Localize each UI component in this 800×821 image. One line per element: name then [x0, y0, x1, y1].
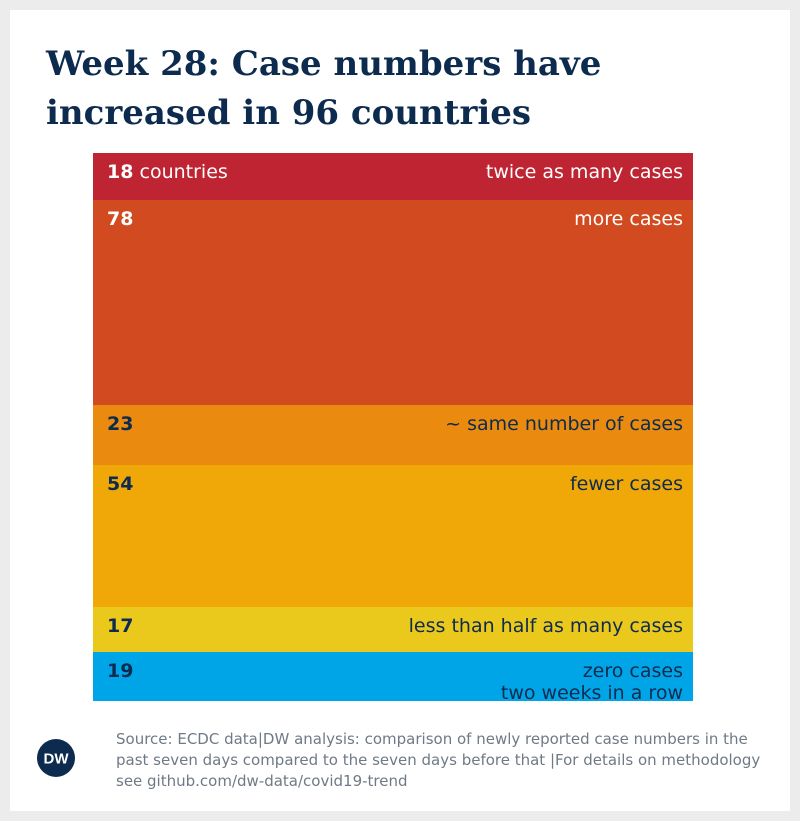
- segment-category-label: less than half as many cases: [408, 615, 683, 637]
- segment-value-label: 78: [107, 208, 134, 230]
- segment-unit-label: countries: [133, 161, 228, 183]
- bar-segment: 19 zero cases two weeks in a row: [93, 652, 693, 704]
- chart-title: Week 28: Case numbers have increased in …: [46, 44, 602, 133]
- stacked-bar-chart: 18 countries twice as many cases 78 more ca…: [93, 153, 693, 704]
- segment-category-label: fewer cases: [569, 473, 683, 495]
- logo-text: DW: [44, 751, 70, 768]
- bar-segment: 78 more cases: [93, 200, 693, 405]
- source-note: Source: ECDC data|DW analysis: compariso…: [116, 730, 761, 790]
- segment-value-label: 18 countries: [107, 161, 228, 183]
- bar-segment: 23 ~ same number of cases: [93, 405, 693, 465]
- dw-logo-icon: DW: [37, 739, 75, 777]
- segment-value-label: 19: [107, 660, 134, 682]
- segment-category-label: ~ same number of cases: [445, 413, 683, 435]
- bar-segment: 54 fewer cases: [93, 465, 693, 607]
- chart-card: Week 28: Case numbers have increased in …: [10, 10, 790, 811]
- segment-value-label: 23: [107, 413, 134, 435]
- segment-category-label: more cases: [574, 208, 683, 230]
- segment-category-label: zero cases two weeks in a row: [500, 660, 683, 704]
- segment-value-label: 54: [107, 473, 134, 495]
- segment-category-label: twice as many cases: [485, 161, 683, 183]
- segment-value-label: 17: [107, 615, 134, 637]
- bar-segment: 17 less than half as many cases: [93, 607, 693, 652]
- bar-segment: 18 countries twice as many cases: [93, 153, 693, 200]
